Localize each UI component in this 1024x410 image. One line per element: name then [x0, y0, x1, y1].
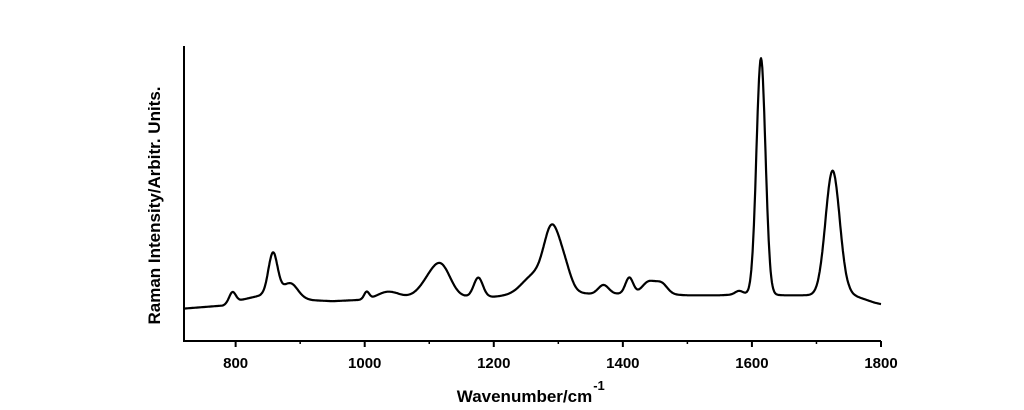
x-axis-label-superscript: -1	[593, 378, 605, 393]
spectrum-line	[183, 57, 882, 310]
x-tick-label: 1000	[348, 355, 381, 372]
x-tick-label: 1400	[606, 355, 639, 372]
axes	[183, 46, 881, 342]
x-tick-label: 800	[223, 355, 248, 372]
x-axis-label: Wavenumber/cm	[457, 387, 592, 406]
x-tick-label: 1600	[735, 355, 768, 372]
x-ticks: 800 1000 1200 1400 1600 1800	[223, 341, 898, 372]
x-tick-label: 1800	[864, 355, 897, 372]
y-axis-label: Raman Intensity/Arbitr. Units.	[145, 86, 164, 324]
x-tick-label: 1200	[477, 355, 510, 372]
